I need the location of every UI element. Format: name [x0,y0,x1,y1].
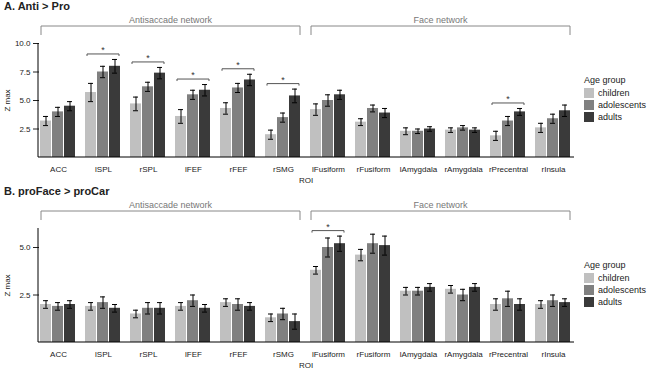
html-text:B. proFace > proCar: B. proFace > proCar [4,185,110,197]
svg-text:lSPL: lSPL [95,350,112,359]
html-text:adolescents: adolescents [598,284,646,295]
svg-text:*: * [506,94,510,104]
svg-text:2.5: 2.5 [19,291,31,300]
svg-text:rFusiform: rFusiform [357,165,391,174]
html-text:A. Anti > Pro: A. Anti > Pro [4,0,70,12]
svg-text:lFEF: lFEF [185,165,202,174]
svg-text:rSMG: rSMG [273,165,294,174]
svg-text:rAmygdala: rAmygdala [444,165,483,174]
html-text:adults: adults [598,111,622,122]
svg-text:rInsula: rInsula [541,165,566,174]
html-text:Age group: Age group [584,259,626,270]
svg-text:Z max: Z max [3,274,12,296]
html-text:children: children [598,272,630,283]
svg-text:lFusiform: lFusiform [312,350,345,359]
svg-text:ACC: ACC [50,165,67,174]
svg-text:rPrecentral: rPrecentral [489,165,528,174]
svg-text:7.5: 7.5 [19,68,31,77]
html-text:adolescents: adolescents [598,99,646,110]
svg-text:*: * [101,45,105,55]
svg-text:*: * [236,60,240,70]
svg-text:lAmygdala: lAmygdala [400,165,438,174]
svg-text:Z max: Z max [3,89,12,111]
svg-text:Antisaccade network: Antisaccade network [129,200,213,210]
svg-text:rSPL: rSPL [140,165,158,174]
svg-text:*: * [326,222,330,232]
html-text:adults: adults [598,296,622,307]
svg-text:Face network: Face network [413,15,468,25]
svg-text:*: * [281,75,285,85]
svg-text:5.0: 5.0 [19,243,31,252]
svg-text:ACC: ACC [50,350,67,359]
svg-text:lFEF: lFEF [185,350,202,359]
svg-text:rSPL: rSPL [140,350,158,359]
svg-text:ROI: ROI [299,361,313,370]
svg-text:lFusiform: lFusiform [312,165,345,174]
svg-text:ROI: ROI [299,176,313,185]
svg-text:rFEF: rFEF [230,350,248,359]
svg-text:10.0: 10.0 [15,39,31,48]
svg-text:Antisaccade network: Antisaccade network [129,15,213,25]
svg-text:lSPL: lSPL [95,165,112,174]
svg-text:rAmygdala: rAmygdala [444,350,483,359]
svg-text:Face network: Face network [413,200,468,210]
svg-text:5.0: 5.0 [19,96,31,105]
svg-text:*: * [191,70,195,80]
svg-text:rPrecentral: rPrecentral [489,350,528,359]
svg-text:rFEF: rFEF [230,165,248,174]
svg-text:rInsula: rInsula [541,350,566,359]
html-text:children: children [598,87,630,98]
svg-text:lAmygdala: lAmygdala [400,350,438,359]
svg-text:2.5: 2.5 [19,125,31,134]
svg-text:rFusiform: rFusiform [357,350,391,359]
svg-text:*: * [146,53,150,63]
html-text:Age group: Age group [584,74,626,85]
svg-text:rSMG: rSMG [273,350,294,359]
